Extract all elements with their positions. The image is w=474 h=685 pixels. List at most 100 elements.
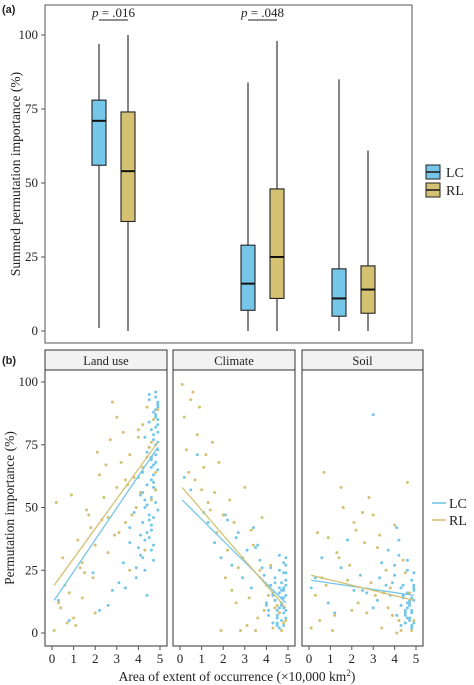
point-rl <box>123 478 127 482</box>
point-lc <box>156 508 160 512</box>
point-rl <box>117 531 121 535</box>
point-lc <box>403 611 407 615</box>
point-lc <box>282 586 286 590</box>
x-tick-label: 5 <box>285 651 292 666</box>
point-rl <box>110 400 114 404</box>
point-lc <box>378 576 382 580</box>
panel-a-frame <box>44 4 413 344</box>
point-lc <box>156 403 160 407</box>
point-rl <box>121 430 125 434</box>
point-lc <box>393 563 397 567</box>
point-lc <box>143 568 147 572</box>
point-rl <box>67 591 71 595</box>
point-rl <box>87 513 91 517</box>
point-rl <box>128 568 132 572</box>
point-lc <box>147 393 151 397</box>
point-rl <box>249 528 253 532</box>
facet-land-use: Land use 0 1 2 3 4 5 <box>44 349 168 666</box>
point-rl <box>106 551 110 555</box>
point-rl <box>154 470 158 474</box>
point-lc <box>408 618 412 622</box>
point-lc <box>206 521 210 525</box>
point-rl <box>333 613 337 617</box>
point-rl <box>258 568 262 572</box>
point-rl <box>393 523 397 527</box>
x-tick-label: 1 <box>70 651 77 666</box>
point-lc <box>284 593 288 597</box>
point-lc <box>219 556 223 560</box>
point-rl <box>136 435 140 439</box>
point-rl <box>93 543 97 547</box>
point-lc <box>410 623 414 627</box>
point-rl <box>378 533 382 537</box>
panel-b-y-tick-label: 0 <box>32 625 39 640</box>
point-rl <box>337 556 341 560</box>
point-lc <box>284 608 288 612</box>
point-rl <box>408 591 412 595</box>
point-lc <box>139 533 143 537</box>
point-lc <box>371 413 375 417</box>
point-rl <box>269 563 273 567</box>
point-rl <box>267 593 271 597</box>
point-lc <box>395 526 399 530</box>
point-rl <box>251 543 255 547</box>
point-lc <box>156 400 160 404</box>
point-rl <box>152 418 156 422</box>
point-lc <box>245 548 249 552</box>
point-rl <box>69 493 73 497</box>
point-rl <box>386 606 390 610</box>
point-rl <box>52 628 56 632</box>
point-rl <box>221 513 225 517</box>
point-lc <box>371 606 375 610</box>
point-lc <box>251 526 255 530</box>
point-rl <box>346 578 350 582</box>
legend-a-label-rl: RL <box>446 184 464 199</box>
point-lc <box>275 623 279 627</box>
point-lc <box>284 583 288 587</box>
point-lc <box>309 586 313 590</box>
point-rl <box>115 485 119 489</box>
point-lc <box>149 548 153 552</box>
point-rl <box>182 415 186 419</box>
point-lc <box>154 408 158 412</box>
point-rl <box>134 506 138 509</box>
point-lc <box>147 398 151 402</box>
legend-b: LC RL <box>432 497 467 529</box>
point-rl <box>245 623 249 627</box>
x-tick-label: 0 <box>306 651 313 666</box>
point-lc <box>390 581 394 585</box>
point-rl <box>223 576 227 580</box>
point-rl <box>282 621 286 625</box>
point-lc <box>267 613 271 617</box>
point-rl <box>401 558 405 562</box>
point-lc <box>403 608 407 612</box>
point-rl <box>256 616 260 620</box>
point-rl <box>95 450 99 454</box>
point-rl <box>191 390 195 394</box>
point-lc <box>282 623 286 627</box>
point-rl <box>230 588 234 592</box>
point-rl <box>143 548 147 552</box>
point-rl <box>273 606 277 610</box>
point-rl <box>371 513 375 517</box>
point-rl <box>208 508 212 512</box>
point-rl <box>149 498 153 502</box>
point-lc <box>213 541 217 545</box>
point-rl <box>106 516 110 520</box>
point-rl <box>119 460 123 464</box>
point-rl <box>130 513 134 517</box>
point-lc <box>399 586 403 590</box>
point-lc <box>258 558 262 562</box>
point-rl <box>316 531 320 535</box>
point-lc <box>358 573 362 577</box>
point-rl <box>412 618 416 622</box>
point-lc <box>134 576 138 580</box>
point-lc <box>223 513 227 517</box>
fit-line-lc <box>53 446 159 601</box>
point-lc <box>139 493 143 497</box>
point-lc <box>56 598 60 602</box>
point-lc <box>147 536 151 540</box>
point-rl <box>74 623 78 627</box>
point-rl <box>154 488 158 492</box>
